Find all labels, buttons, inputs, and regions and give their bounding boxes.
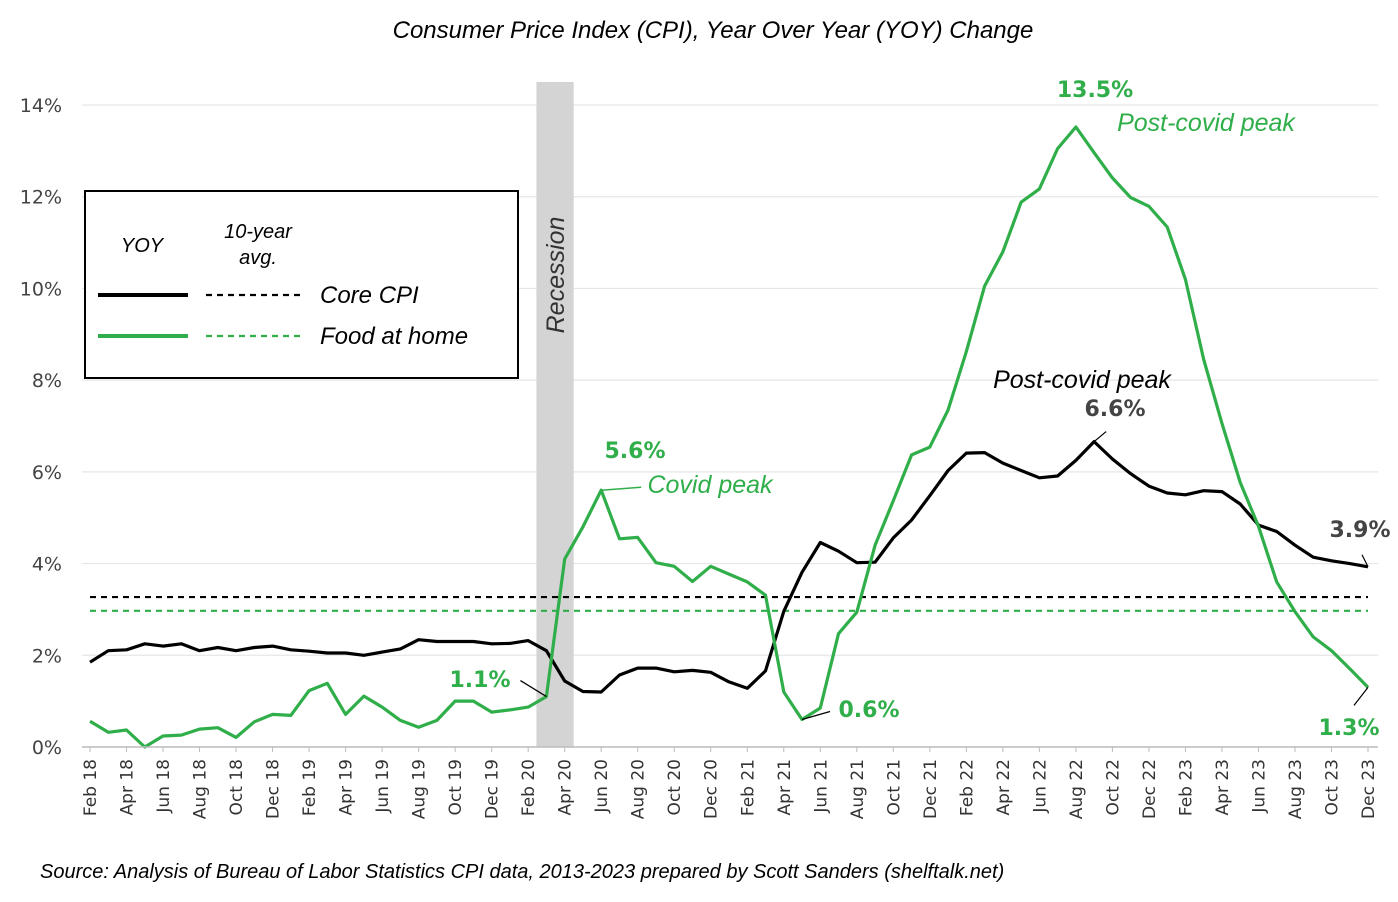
x-tick-label: Apr 23 [1213,759,1233,815]
x-tick-label: Aug 20 [629,759,649,819]
x-tick-label: Apr 22 [994,759,1014,815]
x-tick-label: Aug 18 [191,759,211,819]
x-tick-label: Feb 18 [81,759,101,816]
x-tick-label: Dec 19 [483,759,503,819]
x-tick-label: Oct 18 [227,759,247,815]
x-tick-label: Feb 20 [519,759,539,816]
y-axis-ticks: 0% 2% 4% 6% 8% 10% 12% 14% [20,95,62,759]
x-tick-label: Aug 23 [1286,759,1306,819]
food-end-leader [1353,687,1369,706]
core-peak-leader [1093,431,1107,443]
core-end-leader [1361,554,1369,568]
x-tick-label: Dec 20 [702,759,722,819]
legend-col-yoy: YOY [121,235,165,257]
x-tick-label: Feb 23 [1176,759,1196,816]
food-covid-peak-label: Covid peak [647,471,774,499]
y-tick-label: 8% [32,370,62,392]
y-tick-label: 2% [32,645,62,667]
legend: YOY 10-year avg. Core CPI Food at home [84,190,519,379]
covid-peak-leader [601,486,642,491]
x-tick-label: Apr 18 [118,759,138,815]
food-2020-low-leader [520,680,547,698]
core-post-covid-peak-value: 6.6% [1084,397,1145,422]
grid [82,104,1378,656]
core-post-covid-peak-label: Post-covid peak [993,366,1172,394]
x-tick-label: Dec 18 [264,759,284,819]
x-tick-label: Feb 21 [738,759,758,816]
x-tick-label: Aug 22 [1067,759,1087,819]
food-post-covid-peak-value: 13.5% [1057,78,1133,103]
x-axis-ticks: Feb 18 Apr 18 Jun 18 Aug 18 Oct 18 Dec 18 Feb … [81,747,1379,819]
x-tick-label: Apr 21 [775,759,795,815]
x-tick-label: Jun 20 [592,759,612,814]
y-tick-label: 4% [32,554,62,576]
y-tick-label: 10% [20,278,62,300]
x-tick-label: Apr 19 [337,759,357,815]
food-post-covid-peak-label: Post-covid peak [1117,109,1296,137]
x-tick-label: Dec 22 [1140,759,1160,819]
food-2020-low-value: 1.1% [449,668,510,693]
source-note: Source: Analysis of Bureau of Labor Stat… [40,861,1004,883]
annotations: 5.6% Covid peak 1.1% 0.6% 13.5% Post-cov… [449,78,1390,741]
x-tick-label: Oct 23 [1322,759,1342,815]
y-tick-label: 14% [20,95,62,117]
core-cpi-line [89,440,1369,694]
x-tick-label: Feb 22 [957,759,977,816]
food-at-home-line [89,125,1370,749]
x-tick-label: Jun 21 [811,759,831,814]
x-tick-label: Dec 21 [921,759,941,819]
legend-box [84,190,519,379]
x-tick-label: Feb 19 [300,759,320,816]
ten-year-avg-lines [90,595,1368,612]
chart-title: Consumer Price Index (CPI), Year Over Ye… [393,17,1034,44]
x-tick-label: Jun 23 [1249,759,1269,814]
food-covid-peak-value: 5.6% [604,439,665,464]
x-tick-label: Jun 18 [154,759,174,814]
y-tick-label: 0% [32,737,62,759]
x-tick-label: Jun 22 [1030,759,1050,814]
food-2021-low-value: 0.6% [838,698,899,723]
x-tick-label: Oct 20 [665,759,685,815]
core-end-value: 3.9% [1329,518,1390,543]
x-tick-label: Oct 19 [446,759,466,815]
x-tick-label: Aug 21 [848,759,868,819]
y-tick-label: 6% [32,462,62,484]
x-tick-label: Aug 19 [410,759,430,819]
legend-core-cpi: Core CPI [320,282,419,309]
food-2021-low-leader [801,710,831,721]
x-tick-label: Jun 19 [373,759,393,814]
y-tick-label: 12% [20,187,62,209]
x-tick-label: Apr 20 [556,759,576,815]
series-lines [89,125,1370,749]
x-tick-label: Oct 22 [1103,759,1123,815]
x-tick-label: Oct 21 [884,759,904,815]
legend-col-avg-line2: avg. [239,247,277,269]
legend-food-at-home: Food at home [320,323,468,350]
x-tick-label: Dec 23 [1359,759,1379,819]
legend-col-avg-line1: 10-year [224,221,293,243]
recession-label: Recession [542,217,570,334]
food-end-value: 1.3% [1318,716,1379,741]
